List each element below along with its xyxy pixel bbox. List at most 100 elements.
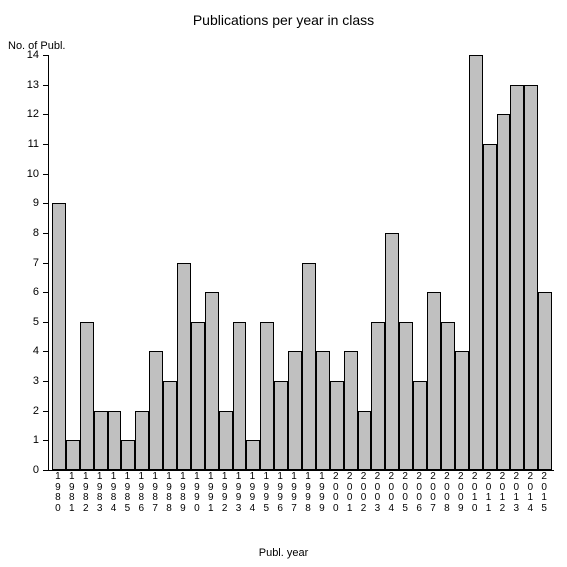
x-tick-label: 2007 bbox=[426, 472, 440, 514]
bar bbox=[469, 55, 483, 470]
y-tick-label: 4 bbox=[33, 345, 39, 357]
x-tick-label: 1983 bbox=[93, 472, 107, 514]
x-tick-label: 1998 bbox=[301, 472, 315, 514]
y-tick-label: 14 bbox=[27, 49, 39, 61]
x-tick-label: 1990 bbox=[190, 472, 204, 514]
bar bbox=[177, 263, 191, 471]
bar bbox=[344, 351, 358, 470]
bar bbox=[52, 203, 66, 470]
x-tick-label: 1984 bbox=[107, 472, 121, 514]
x-axis-label: Publ. year bbox=[0, 547, 567, 559]
bar bbox=[385, 233, 399, 470]
bar bbox=[510, 85, 524, 470]
bar bbox=[483, 144, 497, 470]
x-tick-label: 2011 bbox=[482, 472, 496, 514]
y-tick-label: 7 bbox=[33, 257, 39, 269]
bar bbox=[246, 440, 260, 470]
x-tick-label: 2005 bbox=[398, 472, 412, 514]
y-tick-label: 0 bbox=[33, 464, 39, 476]
y-tick bbox=[43, 351, 49, 352]
y-tick-label: 1 bbox=[33, 434, 39, 446]
x-tick-label: 1995 bbox=[259, 472, 273, 514]
x-tick-label: 2006 bbox=[412, 472, 426, 514]
x-tick-label: 2013 bbox=[509, 472, 523, 514]
x-tick-label: 1999 bbox=[315, 472, 329, 514]
bar bbox=[538, 292, 552, 470]
x-tick-label: 1991 bbox=[204, 472, 218, 514]
y-tick bbox=[43, 440, 49, 441]
y-tick bbox=[43, 85, 49, 86]
bars-group bbox=[49, 55, 554, 470]
bar bbox=[260, 322, 274, 470]
bar bbox=[66, 440, 80, 470]
x-tick-label: 2004 bbox=[384, 472, 398, 514]
x-tick-label: 2012 bbox=[496, 472, 510, 514]
x-tick-label: 1993 bbox=[232, 472, 246, 514]
bar bbox=[413, 381, 427, 470]
y-tick-label: 2 bbox=[33, 405, 39, 417]
bar bbox=[524, 85, 538, 470]
y-tick bbox=[43, 263, 49, 264]
x-tick-label: 1994 bbox=[245, 472, 259, 514]
x-tick-label: 2008 bbox=[440, 472, 454, 514]
x-tick-label: 1988 bbox=[162, 472, 176, 514]
x-tick-label: 1986 bbox=[134, 472, 148, 514]
x-tick-label: 2015 bbox=[537, 472, 551, 514]
x-tick-label: 1996 bbox=[273, 472, 287, 514]
bar bbox=[94, 411, 108, 470]
bar bbox=[288, 351, 302, 470]
y-tick-label: 8 bbox=[33, 227, 39, 239]
x-tick-label: 1989 bbox=[176, 472, 190, 514]
y-tick-label: 9 bbox=[33, 197, 39, 209]
plot-area: 01234567891011121314 bbox=[48, 55, 554, 471]
bar bbox=[358, 411, 372, 470]
bar bbox=[219, 411, 233, 470]
x-tick-label: 2000 bbox=[329, 472, 343, 514]
bar bbox=[163, 381, 177, 470]
y-tick-label: 11 bbox=[28, 138, 39, 150]
y-tick bbox=[43, 470, 49, 471]
x-tick-label: 1997 bbox=[287, 472, 301, 514]
x-tick-label: 2009 bbox=[454, 472, 468, 514]
bar bbox=[191, 322, 205, 470]
x-tick-label: 2003 bbox=[370, 472, 384, 514]
y-tick-label: 12 bbox=[27, 108, 39, 120]
bar bbox=[108, 411, 122, 470]
y-tick bbox=[43, 203, 49, 204]
bar bbox=[274, 381, 288, 470]
bar bbox=[135, 411, 149, 470]
bar bbox=[205, 292, 219, 470]
y-tick bbox=[43, 144, 49, 145]
y-tick-label: 10 bbox=[27, 168, 39, 180]
x-tick-label: 1985 bbox=[120, 472, 134, 514]
bar bbox=[427, 292, 441, 470]
bar bbox=[316, 351, 330, 470]
x-tick-label: 1981 bbox=[65, 472, 79, 514]
chart-container: Publications per year in class No. of Pu… bbox=[0, 0, 567, 567]
x-tick-label: 2002 bbox=[357, 472, 371, 514]
y-tick bbox=[43, 174, 49, 175]
y-tick bbox=[43, 292, 49, 293]
bar bbox=[233, 322, 247, 470]
bar bbox=[399, 322, 413, 470]
bar bbox=[455, 351, 469, 470]
bar bbox=[80, 322, 94, 470]
y-tick-label: 13 bbox=[27, 79, 39, 91]
x-tick-label: 1982 bbox=[79, 472, 93, 514]
y-tick-label: 5 bbox=[33, 316, 39, 328]
x-tick-label: 1987 bbox=[148, 472, 162, 514]
y-tick bbox=[43, 411, 49, 412]
x-tick-label: 1980 bbox=[51, 472, 65, 514]
x-tick-label: 2001 bbox=[343, 472, 357, 514]
bar bbox=[371, 322, 385, 470]
y-tick-label: 6 bbox=[33, 286, 39, 298]
bar bbox=[302, 263, 316, 471]
x-tick-label: 1992 bbox=[218, 472, 232, 514]
y-tick-label: 3 bbox=[33, 375, 39, 387]
bar bbox=[497, 114, 511, 470]
x-tick-label: 2014 bbox=[523, 472, 537, 514]
bar bbox=[330, 381, 344, 470]
bar bbox=[441, 322, 455, 470]
x-tick-labels: 1980198119821983198419851986198719881989… bbox=[48, 472, 553, 514]
y-tick bbox=[43, 55, 49, 56]
